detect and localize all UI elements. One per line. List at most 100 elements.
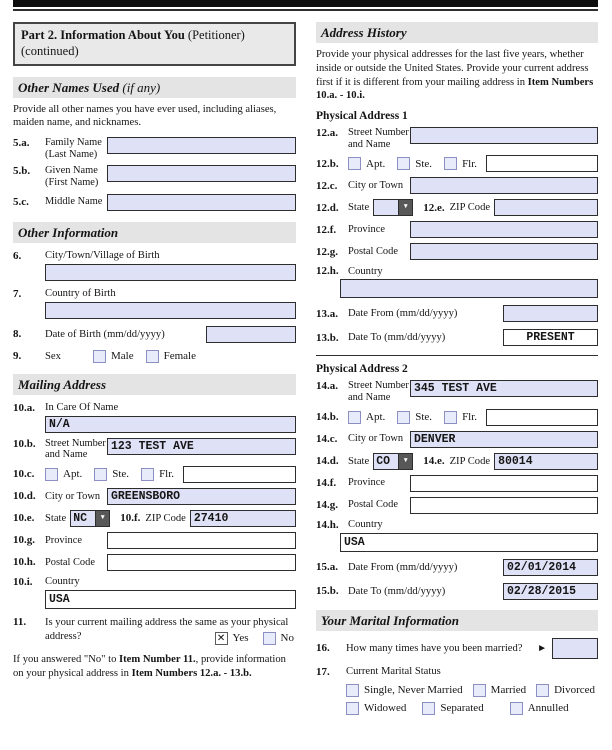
pa2-state-dropdown[interactable]: CO ▼ <box>373 452 414 470</box>
item-number: 12.a. <box>316 127 338 140</box>
mailing-unit-number-field[interactable] <box>183 465 296 483</box>
label-7: Country of Birth <box>45 288 116 300</box>
mailing-apt-checkbox[interactable] <box>45 467 58 481</box>
pa1-date-from-field[interactable] <box>503 305 598 323</box>
pa1-ste-label: Ste. <box>415 157 433 170</box>
middle-name-field[interactable] <box>107 193 296 211</box>
no-label: No <box>280 631 294 644</box>
pa1-unit-number-field[interactable] <box>486 155 598 173</box>
mailing-postal-code-field[interactable] <box>107 553 296 571</box>
label-10h: Postal Code <box>45 556 95 568</box>
mailing-country-field[interactable]: USA <box>45 589 296 609</box>
pa1-ste-checkbox[interactable] <box>397 157 411 171</box>
single-checkbox[interactable] <box>346 683 359 697</box>
pa2-postal-code-field[interactable] <box>410 496 598 514</box>
mailing-city-field[interactable]: GREENSBORO <box>107 487 296 505</box>
mailing-zip-field[interactable]: 27410 <box>189 509 296 527</box>
pa2-province-field[interactable] <box>410 474 598 492</box>
sex-male-label: Male <box>111 350 134 363</box>
birth-city-field[interactable] <box>45 263 296 281</box>
mailing-ste-checkbox[interactable] <box>94 467 108 481</box>
given-name-field[interactable] <box>107 165 296 183</box>
item-14c-row: 14.c. City or Town DENVER <box>316 430 598 448</box>
label-10b-line1: Street Number <box>45 437 106 449</box>
pa1-state-dropdown[interactable]: ▼ <box>373 199 414 217</box>
date-of-birth-field[interactable] <box>206 325 296 343</box>
pa1-street-field[interactable] <box>410 127 598 145</box>
item-12f-row: 12.f. Province <box>316 221 598 239</box>
item-10i-label-row: 10.i. Country <box>13 576 296 588</box>
page-break-bar-gap <box>13 7 598 9</box>
pa1-date-to-field[interactable]: PRESENT <box>503 329 598 347</box>
label-12c: City or Town <box>348 180 404 192</box>
divorced-checkbox[interactable] <box>536 683 550 697</box>
pa1-city-field[interactable] <box>410 177 598 195</box>
item-number: 8. <box>13 328 22 341</box>
mailing-flr-label: Flr. <box>159 468 175 481</box>
pa1-state-value <box>374 200 398 215</box>
pa2-apt-checkbox[interactable] <box>348 410 361 424</box>
divorced-label: Divorced <box>554 684 596 697</box>
pa1-flr-checkbox[interactable] <box>444 157 458 171</box>
item-number: 13.a. <box>316 307 338 320</box>
pa2-flr-checkbox[interactable] <box>444 410 458 424</box>
pa2-city-field[interactable]: DENVER <box>410 430 598 448</box>
item-number: 10.h. <box>13 556 36 569</box>
pa2-date-from-field[interactable]: 02/01/2014 <box>503 558 598 576</box>
section-title: Other Names Used <box>18 79 120 95</box>
pa1-apt-checkbox[interactable] <box>348 157 361 171</box>
address-history-intro: Provide your physical addresses for the … <box>316 48 598 103</box>
label-13b: Date To (mm/dd/yyyy) <box>348 332 446 344</box>
sex-male-checkbox[interactable] <box>93 349 106 363</box>
mailing-flr-checkbox[interactable] <box>141 467 155 481</box>
separated-checkbox[interactable] <box>422 701 436 715</box>
pa2-ste-label: Ste. <box>415 411 433 424</box>
birth-country-field[interactable] <box>45 301 296 319</box>
mailing-street-field[interactable]: 123 TEST AVE <box>107 437 296 455</box>
sex-female-checkbox[interactable] <box>145 349 159 363</box>
mailing-province-field[interactable] <box>107 531 296 549</box>
annulled-checkbox[interactable] <box>509 701 523 715</box>
mailing-state-dropdown[interactable]: NC ▼ <box>70 509 111 527</box>
item-17-label-row: 17. Current Marital Status <box>316 666 598 678</box>
no-checkbox[interactable] <box>262 631 276 645</box>
dropdown-arrow-icon[interactable]: ▼ <box>398 453 413 469</box>
pa2-apt-label: Apt. <box>366 411 386 424</box>
widowed-checkbox[interactable] <box>346 701 359 715</box>
marital-status-row-1: Single, Never Married Married Divorced <box>346 683 598 697</box>
times-married-field[interactable] <box>552 637 598 659</box>
pa2-country-field[interactable]: USA <box>340 532 598 552</box>
pa1-zip-field[interactable] <box>494 199 598 217</box>
item-number: 15.a. <box>316 561 338 574</box>
pa1-postal-code-field[interactable] <box>410 243 598 261</box>
dropdown-arrow-icon[interactable]: ▼ <box>95 510 110 526</box>
dropdown-arrow-icon[interactable]: ▼ <box>398 200 413 216</box>
label-17: Current Marital Status <box>346 666 441 678</box>
part2-title-suffix: (Petitioner) <box>184 28 245 42</box>
label-10b: Street Number and Name <box>45 438 107 461</box>
note-text-2: , provide information on your physical a… <box>13 654 286 680</box>
pa2-state-value: CO <box>376 454 390 468</box>
pa1-province-field[interactable] <box>410 221 598 239</box>
label-5c: Middle Name <box>45 196 103 208</box>
pa2-unit-number-field[interactable] <box>486 408 598 426</box>
item-number: 15.b. <box>316 585 339 598</box>
pa2-date-to-field[interactable]: 02/28/2015 <box>503 582 598 600</box>
item-9-row: 9. Sex Male Female <box>13 349 296 363</box>
pa2-zip-field[interactable]: 80014 <box>494 452 598 470</box>
yes-checkbox-checked[interactable]: ✕ <box>214 631 228 645</box>
family-name-field[interactable] <box>107 137 296 155</box>
in-care-of-name-field[interactable]: N/A <box>45 415 296 433</box>
pa1-country-field[interactable] <box>340 279 598 299</box>
question-11-answers: ✕ Yes No <box>214 631 294 646</box>
item-14b-row: 14.b. Apt. Ste. Flr. <box>316 408 598 426</box>
section-title-suffix: (if any) <box>119 79 161 95</box>
pa2-street-field[interactable]: 345 TEST AVE <box>410 380 598 398</box>
label-12f: Province <box>348 224 385 236</box>
married-checkbox[interactable] <box>472 683 486 697</box>
label-12a: Street Number and Name <box>348 127 410 150</box>
single-label: Single, Never Married <box>364 684 463 697</box>
item-14g-row: 14.g. Postal Code <box>316 496 598 514</box>
pa2-ste-checkbox[interactable] <box>397 410 411 424</box>
item-number: 14.h. <box>316 518 339 531</box>
